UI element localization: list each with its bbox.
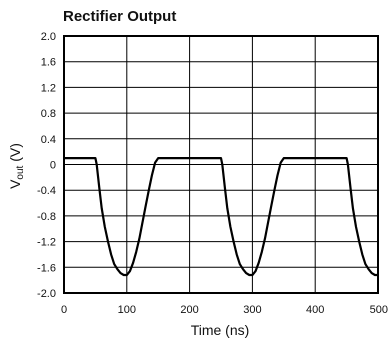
y-axis-label: Vout (V) <box>7 143 26 189</box>
y-axis-label-sub: out <box>15 165 26 179</box>
y-tick-label: -0.8 <box>37 211 56 223</box>
y-tick-label: 0 <box>50 160 56 172</box>
y-tick-label: 0.8 <box>41 108 56 120</box>
y-tick-label: -1.2 <box>37 237 56 249</box>
y-tick-label: 0.4 <box>41 134 56 146</box>
x-axis-label: Time (ns) <box>191 322 250 338</box>
y-axis-label-main: V <box>7 179 23 189</box>
x-tick-label: 300 <box>243 304 261 316</box>
chart-title: Rectifier Output <box>63 8 176 25</box>
plot-frame <box>63 35 379 294</box>
y-tick-label: 1.2 <box>41 82 56 94</box>
y-tick-labels: 2.0 1.6 1.2 0.8 0.4 0 -0.4 -0.8 -1.2 -1.6 -2.0 <box>37 31 56 300</box>
x-tick-label: 500 <box>370 304 388 316</box>
y-tick-label: 1.6 <box>41 57 56 69</box>
y-axis-label-unit: (V) <box>7 143 23 166</box>
x-tick-labels: 0 100 200 300 400 500 <box>61 304 388 316</box>
x-tick-label: 0 <box>61 304 67 316</box>
x-tick-label: 200 <box>180 304 198 316</box>
x-tick-label: 100 <box>118 304 136 316</box>
y-tick-label: -1.6 <box>37 262 56 274</box>
y-tick-label: -2.0 <box>37 288 56 300</box>
y-tick-label: 2.0 <box>41 31 56 43</box>
x-tick-label: 400 <box>306 304 324 316</box>
series-line <box>64 157 378 277</box>
y-tick-label: -0.4 <box>37 185 56 197</box>
